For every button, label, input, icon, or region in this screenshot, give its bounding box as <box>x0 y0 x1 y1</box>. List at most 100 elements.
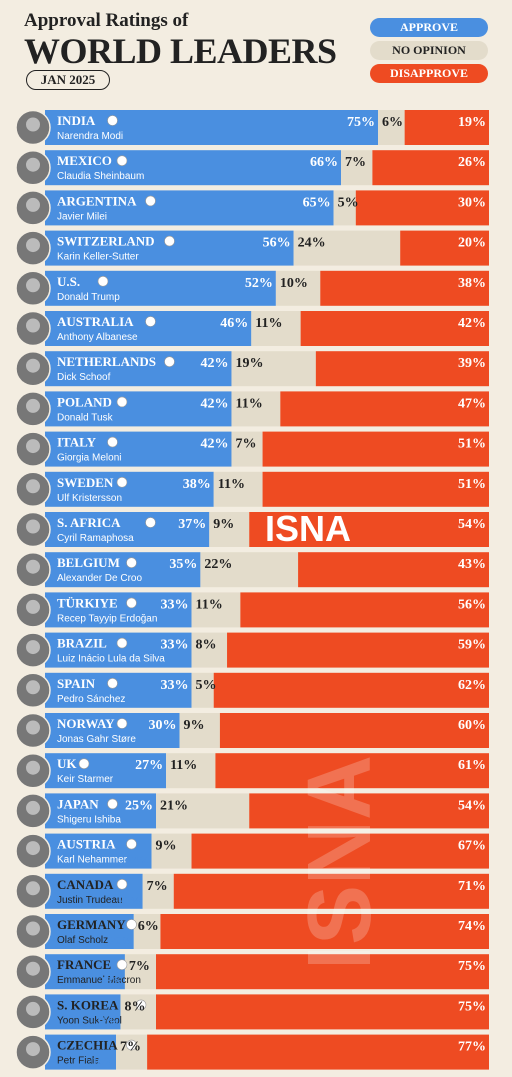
bar-disapprove <box>249 793 489 829</box>
label-no-opinion: 5% <box>196 678 217 693</box>
label-no-opinion: 21% <box>160 798 188 813</box>
leader-name: Anthony Albanese <box>57 332 138 343</box>
bar-no-opinion <box>191 672 214 708</box>
country-label: BELGIUM <box>57 555 120 570</box>
legend-disapprove: DISAPPROVE <box>370 64 488 83</box>
label-approve: ·16% <box>88 1056 114 1068</box>
bar-disapprove <box>215 753 489 789</box>
portrait-face <box>26 157 40 172</box>
portrait-face <box>26 398 40 413</box>
leader-name: Luiz Inácio Lula da Silva <box>57 654 165 665</box>
portrait-face <box>26 680 40 695</box>
bar-approve <box>45 110 378 145</box>
label-approve: 33% <box>161 678 189 693</box>
bar-no-opinion <box>333 190 356 226</box>
bar-no-opinion <box>166 753 216 789</box>
country-label: AUSTRALIA <box>57 314 134 329</box>
label-no-opinion: 7% <box>129 959 150 974</box>
bar-disapprove <box>372 150 489 186</box>
label-disapprove: 20% <box>458 236 486 251</box>
bar-no-opinion <box>275 270 321 306</box>
label-disapprove: 54% <box>458 517 486 532</box>
bar-no-opinion <box>142 873 174 909</box>
label-disapprove: 47% <box>458 396 486 411</box>
label-no-opinion: 11% <box>196 597 223 612</box>
portrait-face <box>26 197 40 212</box>
label-disapprove: 26% <box>458 155 486 170</box>
label-disapprove: 59% <box>458 638 486 653</box>
bar-no-opinion <box>191 592 241 628</box>
bar-disapprove <box>404 110 489 145</box>
bar-no-opinion <box>209 512 250 547</box>
bar-approve <box>45 431 232 467</box>
label-no-opinion: 11% <box>170 758 197 773</box>
bar-no-opinion <box>251 311 301 346</box>
portrait-face <box>26 238 40 253</box>
flag-icon <box>126 919 137 930</box>
leader-name: Recep Tayyip Erdoğan <box>57 613 157 624</box>
label-no-opinion: 6% <box>138 919 159 934</box>
portrait-face <box>26 439 40 454</box>
flag-icon <box>116 878 128 890</box>
bar-disapprove <box>320 270 489 306</box>
country-label: SWITZERLAND <box>57 234 155 249</box>
bar-approve <box>45 270 276 306</box>
label-disapprove: 19% <box>458 115 486 130</box>
label-approve: 42% <box>200 437 228 452</box>
label-no-opinion: 5% <box>338 195 359 210</box>
label-disapprove: 62% <box>458 678 486 693</box>
label-disapprove: 38% <box>458 276 486 291</box>
leader-name: Jonas Gahr Støre <box>57 734 136 745</box>
bar-approve <box>45 592 192 628</box>
portrait-face <box>26 841 40 856</box>
bar-disapprove <box>156 954 489 990</box>
leader-name: Donald Tusk <box>57 412 114 423</box>
label-approve: 66% <box>310 155 338 170</box>
label-no-opinion: 11% <box>235 396 262 411</box>
label-disapprove: 60% <box>458 718 486 733</box>
bar-disapprove <box>262 431 489 467</box>
bar-disapprove <box>160 914 489 949</box>
leader-name: Emmanuel Macron <box>57 975 141 986</box>
label-no-opinion: 9% <box>156 839 177 854</box>
header-subtitle: Approval Ratings of <box>24 10 189 31</box>
bar-disapprove <box>147 1034 489 1070</box>
country-label: POLAND <box>57 394 112 409</box>
flag-icon <box>116 637 128 649</box>
bar-disapprove <box>280 391 489 427</box>
label-disapprove: 43% <box>458 557 486 572</box>
leader-name: Justin Trudeau <box>57 895 123 906</box>
label-approve: 33% <box>161 638 189 653</box>
label-approve: ·17% <box>93 1015 119 1027</box>
bar-no-opinion <box>133 914 161 949</box>
portrait-face <box>26 117 40 132</box>
country-label: NORWAY <box>57 716 115 731</box>
bar-approve <box>45 994 121 1030</box>
label-approve: 38% <box>183 477 211 492</box>
bar-no-opinion <box>124 954 156 990</box>
country-label: BRAZIL <box>57 636 107 651</box>
label-disapprove: 42% <box>458 316 486 331</box>
label-approve: 42% <box>200 356 228 371</box>
bar-disapprove <box>227 632 490 668</box>
label-approve: ·24% <box>124 855 150 867</box>
bar-approve <box>45 672 192 708</box>
bar-no-opinion <box>191 632 228 668</box>
country-label: INDIA <box>57 113 96 128</box>
bar-no-opinion <box>231 431 263 467</box>
flag-icon <box>126 838 137 850</box>
portrait-face <box>26 720 40 735</box>
label-approve: 42% <box>200 396 228 411</box>
leader-name: Karl Nehammer <box>57 855 128 866</box>
bar-disapprove <box>156 994 489 1030</box>
bar-no-opinion <box>213 471 263 507</box>
label-approve: 35% <box>169 557 197 572</box>
bar-disapprove <box>173 873 489 909</box>
legend-approve: APPROVE <box>370 18 488 37</box>
bar-disapprove <box>240 592 489 628</box>
svg-text:ISNA: ISNA <box>290 755 385 970</box>
bar-no-opinion <box>151 833 192 869</box>
country-label: U.S. <box>57 274 80 289</box>
flag-icon <box>107 798 118 810</box>
country-label: ITALY <box>57 435 97 450</box>
